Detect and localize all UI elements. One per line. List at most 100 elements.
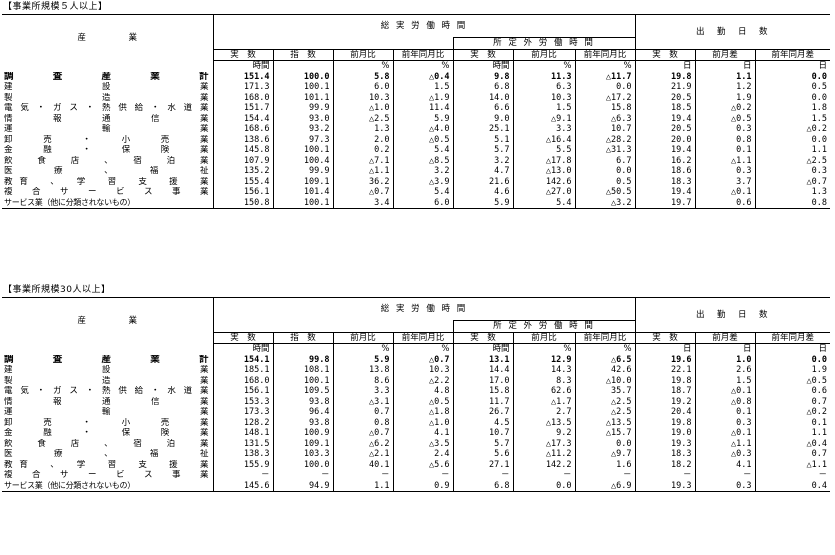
cell-ot-mom: 12.9 [512,354,575,365]
cell-mom: 8.6 [332,375,393,386]
column-header-yoy: 前年同月比 [392,331,453,344]
table-row: 医 療 、 福 祉 138.3 103.3 △2.1 2.4 5.6 △11.2 △9.7 18… [2,449,831,460]
cell-mom: 3.4 [332,197,393,209]
cell-d-mom: 0.6 [694,197,756,209]
cell-d-actual: － [634,470,696,481]
cell-d-yoy: △0.4 [754,438,831,449]
cell-d-yoy: 0.7 [754,396,831,407]
industry-name: 卸 売 ・ 小 売 業 [4,417,209,428]
cell-index: 100.9 [272,428,333,439]
header-row: 産 業総 実 労 働 時 間出 勤 日 数 [2,14,831,61]
cell-yoy: △0.5 [392,134,453,145]
industry-name: 情 報 通 信 業 [4,113,209,124]
cell-yoy: 2.4 [392,449,453,460]
cell-actual: 150.8 [212,197,273,209]
table-row: 教育 、 学 習 支 援 業 155.9 100.0 40.1 △5.6 27.1 142.… [2,459,831,470]
column-header-d-mom: 前月差 [694,331,756,344]
cell-index: 100.1 [272,145,333,156]
table-row: 調 査 産 業 計 151.4 100.0 5.8 △0.4 9.8 11.3 △11.7 19… [2,71,831,82]
table-row: 情 報 通 信 業 154.4 93.0 △2.5 5.9 9.0 △9.1 △6.3 19.4… [2,113,831,124]
cell-ot-mom: △16.4 [512,134,575,145]
cell-d-actual: 20.0 [634,134,696,145]
cell-d-yoy: 1.9 [754,365,831,376]
industry-name: 建 設 業 [4,365,209,376]
cell-ot-yoy: △17.2 [574,92,636,103]
cell-ot-yoy: △2.5 [574,407,636,418]
unit-label: % [512,343,575,355]
cell-actual: 135.2 [212,166,273,177]
unit-label: % [332,343,393,355]
table-row: 医 療 、 福 祉 135.2 99.9 △1.1 3.2 4.7 △13.0 0.0 18.6… [2,166,831,177]
cell-d-mom: 0.8 [694,134,756,145]
cell-ot-actual: 5.1 [452,134,513,145]
cell-ot-mom: △17.3 [512,438,575,449]
industry-name: 調 査 産 業 計 [4,71,209,82]
cell-index: 94.9 [272,480,333,492]
cell-yoy: △0.7 [392,354,453,365]
cell-d-mom: 0.3 [694,166,756,177]
cell-d-mom: 1.9 [694,92,756,103]
cell-actual: 173.3 [212,407,273,418]
workdays-header: 出 勤 日 数 [634,297,831,332]
column-header-ot-yoy: 前年同月比 [574,48,636,61]
table-row: 運 輸 業 168.6 93.2 1.3 △4.0 25.1 3.3 10.7 20.5 0.3 △… [2,124,831,135]
column-header-mom: 前月比 [332,331,393,344]
cell-ot-actual: 26.7 [452,407,513,418]
unit-label: 日 [754,60,831,72]
cell-d-actual: 19.2 [634,396,696,407]
cell-ot-mom: 14.3 [512,365,575,376]
cell-d-actual: 19.7 [634,197,696,209]
column-header-d-yoy: 前年同月差 [754,331,831,344]
cell-actual: 155.4 [212,176,273,187]
cell-d-yoy: 0.3 [754,166,831,177]
cell-mom: 2.0 [332,134,393,145]
cell-d-yoy: 0.0 [754,92,831,103]
cell-index: 101.1 [272,92,333,103]
cell-ot-mom: 11.3 [512,71,575,82]
cell-mom: 13.8 [332,365,393,376]
cell-mom: △2.1 [332,449,393,460]
table-row: 卸 売 ・ 小 売 業 128.2 93.8 0.8 △1.0 4.5 △13.5 △13.5… [2,417,831,428]
cell-index: 93.2 [272,124,333,135]
cell-ot-actual: 5.7 [452,438,513,449]
column-header-d-actual: 実 数 [634,48,696,61]
table-row: 複 合 サ ー ビ ス 事 業 156.1 101.4 △0.7 5.4 4.6 △27.0… [2,187,831,198]
industry-name: 複 合 サ ー ビ ス 事 業 [4,187,209,198]
cell-index: 100.1 [272,375,333,386]
industry-name: 運 輸 業 [4,124,209,135]
header-spacer [212,320,453,332]
cell-d-actual: 19.6 [634,354,696,365]
cell-ot-actual: 10.7 [452,428,513,439]
unit-label: % [574,60,636,72]
cell-d-yoy: 1.1 [754,145,831,156]
cell-d-actual: 18.7 [634,386,696,397]
table-row: 飲 食 店 、 宿 泊 業 107.9 100.4 △7.1 △8.5 3.2 △17.8 6… [2,155,831,166]
industry-name: 情 報 通 信 業 [4,396,209,407]
unit-label: % [574,343,636,355]
unit-label: 時間 [452,343,513,355]
cell-ot-mom: △1.7 [512,396,575,407]
cell-actual: 155.9 [212,459,273,470]
cell-ot-mom: 62.6 [512,386,575,397]
cell-d-mom: △0.2 [694,103,756,114]
column-header-ot-actual: 実 数 [452,48,513,61]
cell-actual: 171.3 [212,82,273,93]
cell-d-yoy: 1.8 [754,103,831,114]
cell-mom: 1.3 [332,124,393,135]
industry-name: サービス業（他に分類されないもの） [2,197,213,209]
cell-d-mom: △1.1 [694,438,756,449]
table-row: サービス業（他に分類されないもの） 150.8 100.1 3.4 6.0 5.9 5.4 △… [2,197,831,209]
units-row: 時間%% 時間%% 日日日 [2,343,831,355]
column-header-ot-mom: 前月比 [512,331,575,344]
cell-mom: △3.1 [332,396,393,407]
cell-actual: 156.1 [212,187,273,198]
cell-yoy: 6.0 [392,197,453,209]
table-row: 金 融 ・ 保 険 業 145.8 100.1 0.2 5.4 5.7 5.5 △31.3 19… [2,145,831,156]
cell-actual: 138.3 [212,449,273,460]
cell-index: 100.4 [272,155,333,166]
cell-index: 97.3 [272,134,333,145]
cell-mom: 10.3 [332,92,393,103]
unit-label: 時間 [452,60,513,72]
cell-index: 100.1 [272,197,333,209]
total-hours-header: 総 実 労 働 時 間 [212,14,636,38]
